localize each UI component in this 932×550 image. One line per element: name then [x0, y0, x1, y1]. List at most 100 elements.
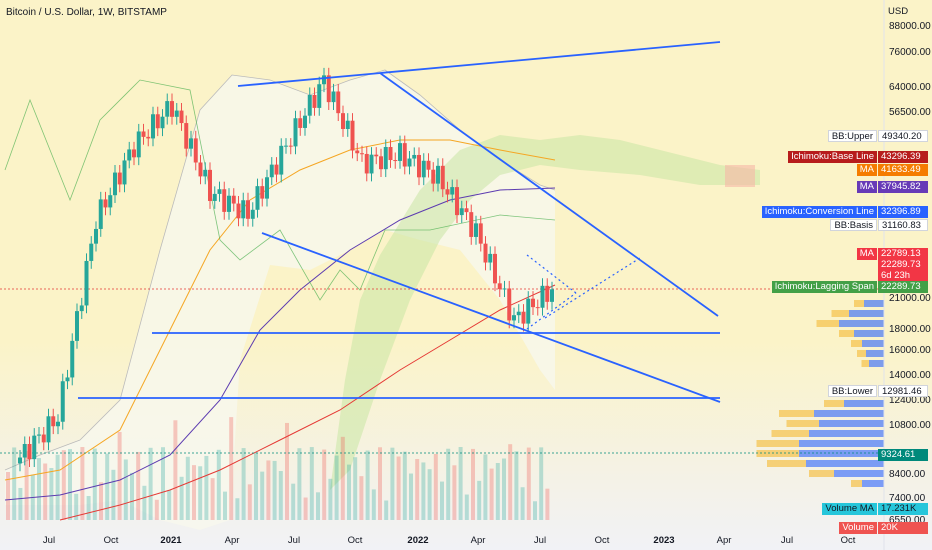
indicator-value-label: 49340.20	[878, 130, 928, 142]
time-tick: Jul	[780, 535, 794, 546]
volume-bar	[384, 500, 389, 520]
candle-body	[526, 298, 531, 324]
candle-body	[127, 149, 132, 161]
indicator-name-label: MA	[856, 181, 877, 193]
volume-bar	[117, 431, 122, 520]
volume-profile-bar	[756, 450, 799, 457]
volume-profile-bar	[854, 300, 864, 307]
candle-body	[241, 200, 246, 219]
volume-bar	[61, 450, 66, 520]
candle-body	[379, 156, 383, 170]
candle-body	[288, 145, 293, 147]
volume-bar	[378, 447, 382, 520]
volume-bar	[285, 422, 289, 520]
candle-body	[493, 253, 497, 284]
candle-body	[94, 228, 98, 244]
indicator-value-label: 22289.73	[878, 259, 928, 271]
price-tick: 6550.00	[889, 515, 926, 526]
price-tick: 14000.00	[889, 370, 931, 381]
volume-bar	[105, 453, 110, 520]
time-tick: 2021	[160, 535, 182, 546]
candle-body	[193, 138, 198, 163]
indicator-name-label: BB:Upper	[827, 130, 877, 142]
indicator-name-label: BB:Basis	[830, 219, 877, 231]
volume-bar	[12, 447, 17, 520]
candle-body	[189, 138, 193, 149]
volume-bar	[161, 447, 165, 520]
candle-body	[70, 340, 75, 378]
price-tick: 7400.00	[889, 493, 926, 504]
volume-bar	[173, 420, 178, 520]
volume-bar	[545, 488, 550, 520]
volume-profile-bar	[806, 460, 884, 467]
volume-bar	[495, 462, 500, 520]
volume-bar	[483, 454, 488, 520]
candle-body	[18, 457, 22, 464]
volume-bar	[471, 448, 475, 520]
volume-bar	[508, 444, 513, 520]
volume-bar	[371, 489, 376, 520]
candle-body	[117, 172, 122, 185]
volume-bar	[440, 481, 444, 520]
candle-body	[507, 288, 512, 321]
volume-profile-bar	[809, 430, 884, 437]
candle-body	[22, 443, 27, 458]
time-tick: 2022	[407, 535, 429, 546]
candle-body	[455, 187, 459, 216]
candle-body	[545, 285, 550, 302]
candle-body	[98, 199, 103, 229]
volume-profile-bar	[854, 330, 884, 337]
indicator-value-label: 6d 23h	[878, 270, 928, 282]
candle-body	[326, 75, 331, 103]
volume-profile-bar	[861, 360, 869, 367]
candle-body	[550, 289, 554, 302]
candle-body	[60, 381, 65, 422]
candle-body	[317, 84, 322, 108]
projection-line-lower[interactable]	[526, 292, 577, 330]
candle-body	[512, 315, 516, 321]
projection-line-upper[interactable]	[526, 254, 577, 294]
candle-body	[136, 131, 141, 158]
time-tick: Oct	[594, 535, 610, 546]
candle-body	[488, 253, 493, 263]
candle-body	[284, 145, 288, 147]
indicator-value-label: 41633.49	[878, 164, 928, 176]
projection-line-extension[interactable]	[544, 257, 641, 319]
descending-support-trendline[interactable]	[261, 232, 721, 403]
volume-bar	[37, 458, 41, 520]
candle-body	[412, 154, 417, 159]
candle-body	[198, 162, 203, 177]
indicator-value-label: 20K	[878, 522, 928, 534]
candle-body	[246, 200, 250, 219]
volume-bar	[272, 460, 277, 520]
candle-body	[502, 288, 507, 290]
ascending-resistance-trendline[interactable]	[237, 41, 721, 87]
volume-bar	[266, 460, 271, 520]
volume-bar	[204, 455, 209, 520]
price-tick: 56500.00	[889, 107, 931, 118]
candle-body	[208, 169, 212, 201]
volume-bar	[216, 449, 221, 520]
trendlines[interactable]	[78, 41, 721, 403]
indicator-value-label: 43296.39	[878, 151, 928, 163]
cloud-red-segment	[725, 165, 755, 187]
time-tick: Oct	[103, 535, 119, 546]
candle-body	[75, 311, 79, 341]
price-tick: 10800.00	[889, 420, 931, 431]
time-tick: Apr	[224, 535, 240, 546]
volume-bar	[254, 452, 258, 520]
candle-body	[236, 203, 241, 219]
candle-body	[303, 115, 307, 128]
volume-bar	[167, 490, 172, 520]
volume-bar	[533, 501, 537, 520]
candle-body	[160, 116, 165, 129]
candle-body	[417, 154, 421, 178]
time-tick: 2023	[653, 535, 675, 546]
candle-body	[84, 260, 89, 306]
volume-profile-bar	[786, 420, 819, 427]
volume-bar	[464, 494, 469, 520]
volume-profile-bar	[851, 480, 862, 487]
descending-resistance-trendline[interactable]	[379, 72, 719, 317]
